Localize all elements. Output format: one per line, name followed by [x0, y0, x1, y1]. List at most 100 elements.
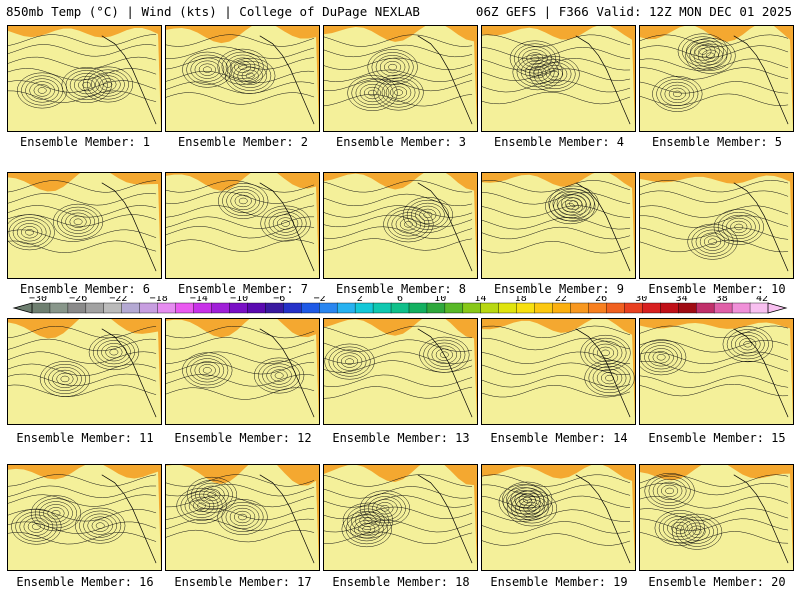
height-contour — [548, 185, 599, 222]
height-contour — [552, 188, 595, 219]
colorbar-swatch — [121, 302, 141, 314]
height-contour — [166, 362, 315, 375]
height-contour — [644, 472, 695, 509]
height-contour — [699, 232, 726, 251]
height-contour — [640, 375, 789, 388]
height-contour — [202, 367, 212, 374]
height-contour — [324, 486, 473, 499]
height-contour — [78, 78, 96, 92]
temperature-map — [324, 319, 477, 424]
temperature-map — [482, 465, 635, 570]
height-contour — [225, 54, 260, 79]
height-contour — [166, 518, 315, 532]
height-contour — [380, 505, 390, 512]
colorbar-right-arrow — [767, 302, 788, 314]
height-contour — [328, 346, 371, 377]
temperature-map — [324, 173, 477, 278]
height-contour — [482, 47, 631, 60]
height-contour — [668, 87, 686, 101]
height-contour — [8, 521, 157, 534]
ensemble-member-label: Ensemble Member: 2 — [177, 135, 309, 149]
height-contour — [373, 74, 424, 111]
coastline — [417, 474, 473, 564]
height-contour — [431, 345, 458, 364]
ensemble-member-label: Ensemble Member: 6 — [19, 282, 151, 296]
coastline — [417, 328, 473, 418]
colorbar-swatch — [157, 302, 177, 314]
height-contour — [8, 34, 157, 47]
colorbar-swatch — [229, 302, 249, 314]
height-contour — [640, 474, 789, 487]
height-contour — [375, 55, 410, 80]
temperature-map — [640, 319, 793, 424]
height-contour — [194, 60, 221, 79]
height-contour — [324, 226, 473, 239]
height-contour — [377, 77, 420, 108]
height-contour — [166, 494, 315, 508]
height-contour — [97, 340, 131, 365]
height-contour — [87, 516, 113, 535]
colorbar-swatch — [139, 302, 159, 314]
height-contour — [324, 193, 473, 207]
height-contour — [648, 475, 691, 506]
height-contour — [8, 229, 157, 242]
temperature-map — [166, 319, 319, 424]
height-contour — [86, 69, 129, 100]
ensemble-member-label: Ensemble Member: 13 — [332, 431, 470, 445]
height-contour — [229, 60, 272, 91]
height-contour — [43, 363, 86, 394]
temperature-band — [482, 465, 635, 570]
height-contour — [565, 202, 575, 210]
height-contour — [482, 325, 631, 338]
height-contour — [332, 349, 367, 374]
height-contour — [238, 197, 248, 205]
height-contour — [25, 78, 59, 103]
height-contour — [79, 510, 122, 541]
height-contour — [721, 214, 756, 239]
height-contour — [166, 180, 315, 193]
height-contour — [218, 183, 269, 219]
height-contour — [482, 192, 631, 205]
coastline — [259, 474, 315, 564]
height-contour — [708, 238, 717, 245]
height-contour — [166, 191, 315, 204]
temperature-band — [324, 465, 477, 570]
height-contour — [57, 206, 100, 237]
temperature-map — [482, 319, 635, 424]
height-contour — [665, 487, 675, 495]
colorbar-tick-label: −30 — [29, 296, 47, 304]
height-contour — [640, 45, 789, 58]
height-contour — [194, 361, 220, 380]
ensemble-member-label: Ensemble Member: 7 — [177, 282, 309, 296]
colorbar-tick-label: 30 — [635, 296, 647, 304]
height-contour — [176, 487, 227, 524]
temperature-band — [482, 26, 635, 131]
colorbar-left-arrow — [12, 302, 33, 314]
coastline — [259, 35, 315, 125]
ensemble-map-panel — [481, 172, 636, 279]
coastline — [101, 474, 157, 564]
ensemble-member-label: Ensemble Member: 5 — [651, 135, 783, 149]
height-contour — [203, 488, 221, 501]
height-contour — [654, 510, 705, 546]
height-contour — [324, 339, 473, 352]
height-contour — [605, 374, 614, 382]
height-contour — [82, 81, 92, 89]
colorbar-swatch — [444, 302, 464, 314]
height-contour — [689, 40, 732, 71]
colorbar: −30 −26 −22 −18 −14 −10 −6 −2 2 6 10 14 18 22 26 30 34 38… — [12, 296, 788, 314]
height-contour — [75, 507, 126, 544]
height-contour — [16, 223, 43, 242]
height-contour — [166, 70, 315, 84]
colorbar-swatch — [588, 302, 608, 314]
height-contour — [324, 343, 375, 380]
height-contour — [25, 229, 35, 236]
temperature-map — [324, 465, 477, 570]
height-contour — [584, 337, 627, 368]
height-contour — [359, 514, 377, 527]
height-contour — [221, 51, 264, 82]
colorbar-swatch — [247, 302, 266, 314]
height-contour — [341, 355, 359, 368]
height-contour — [482, 241, 631, 254]
height-contour — [8, 193, 157, 206]
